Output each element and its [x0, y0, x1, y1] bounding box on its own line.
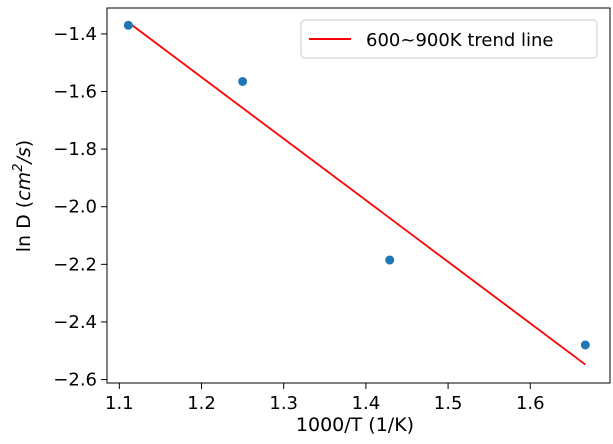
- legend-label-trend-line: 600~900K trend line: [366, 30, 554, 51]
- legend-box: [300, 19, 598, 59]
- scatter-point: [580, 340, 590, 350]
- y-axis-label-unit-tail: /s: [13, 147, 35, 165]
- y-axis-label-unit-exp: 2: [11, 164, 26, 172]
- x-tick-label: 1.4: [352, 393, 381, 414]
- plot-frame: [106, 7, 611, 384]
- y-tick-label: −2.2: [53, 254, 97, 275]
- y-axis-label-prefix: ln D (: [13, 201, 35, 252]
- y-tick-label: −2.0: [53, 197, 97, 218]
- scatter-point: [123, 20, 133, 30]
- x-tick-label: 1.5: [434, 393, 463, 414]
- scatter-point: [385, 255, 395, 265]
- y-tick-label: −2.4: [53, 312, 97, 333]
- series-layer: [123, 20, 590, 366]
- ticks-layer: 1.1 1.2 1.3 1.4 1.5 1.6 −1.4 −1.6 −1.8 −2.0 −2.2 −2…: [53, 24, 544, 414]
- trend-line-segment: [127, 21, 586, 366]
- x-tick-label: 1.3: [269, 393, 298, 414]
- x-tick-label: 1.2: [187, 393, 216, 414]
- x-axis-label: 1000/T (1/K): [296, 414, 414, 436]
- legend: 600~900K trend line: [300, 19, 598, 59]
- y-tick-label: −1.4: [53, 24, 97, 45]
- y-axis-label: ln D (cm2/s): [11, 140, 35, 252]
- y-tick-label: −1.6: [53, 82, 97, 103]
- y-tick-label: −1.8: [53, 139, 97, 160]
- y-tick-label: −2.6: [53, 370, 97, 391]
- scatter-point: [238, 76, 248, 86]
- y-axis-label-suffix: ): [13, 140, 35, 147]
- x-tick-label: 1.6: [516, 393, 545, 414]
- x-tick-label: 1.1: [105, 393, 134, 414]
- y-axis-label-unit-base: cm: [13, 172, 35, 201]
